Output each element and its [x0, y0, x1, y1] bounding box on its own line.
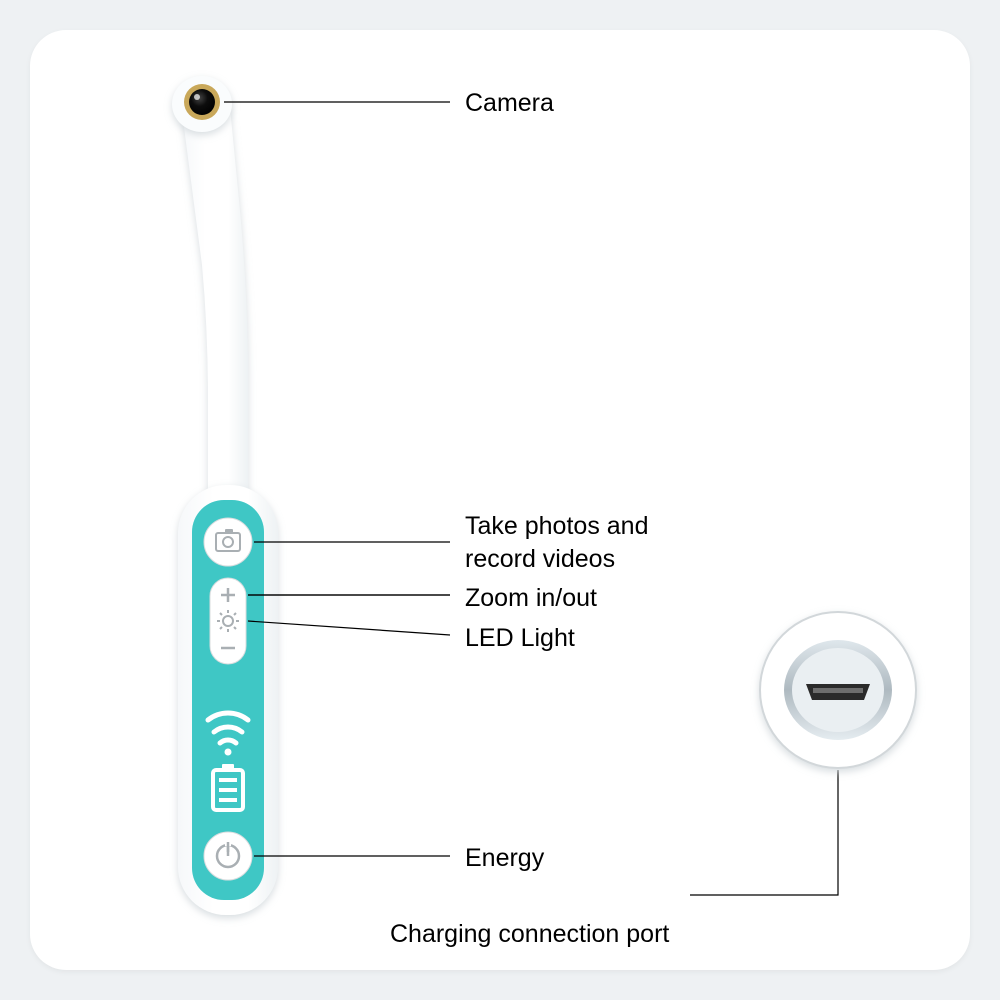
label-zoom: Zoom in/out	[465, 582, 597, 615]
port-inset	[760, 612, 916, 768]
power-button	[204, 832, 252, 880]
label-led: LED Light	[465, 622, 575, 655]
device-diagram	[30, 30, 970, 970]
card: Camera Take photos and record videos Zoo…	[30, 30, 970, 970]
label-port: Charging connection port	[390, 918, 669, 951]
leader-lines	[224, 102, 838, 895]
zoom-led-rocker	[210, 578, 246, 664]
label-energy: Energy	[465, 842, 544, 875]
camera-head	[172, 76, 232, 132]
label-camera: Camera	[465, 87, 554, 120]
label-photo: Take photos and record videos	[465, 510, 725, 575]
photo-button	[204, 518, 252, 566]
wand-neck	[182, 87, 248, 505]
